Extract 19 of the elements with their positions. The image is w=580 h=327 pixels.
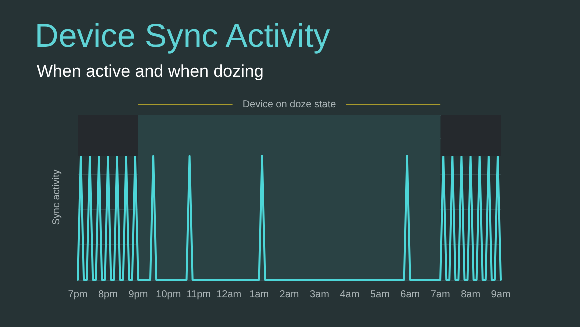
x-tick-label: 2am — [280, 290, 300, 300]
x-tick-label: 12am — [216, 290, 242, 300]
x-tick-label: 7am — [430, 290, 450, 300]
band-label: Device on doze state — [242, 100, 337, 110]
y-axis-title: Sync activity — [52, 170, 62, 226]
x-tick-label: 1am — [250, 290, 270, 300]
x-tick-label: 10pm — [156, 290, 182, 300]
x-tick-label: 8pm — [98, 290, 118, 300]
x-tick-label: 9pm — [128, 290, 148, 300]
chart-title: Device Sync Activity — [35, 17, 331, 54]
x-tick-label: 8am — [461, 290, 481, 300]
x-tick-label: 5am — [370, 290, 390, 300]
chart-subtitle: When active and when dozing — [37, 62, 264, 81]
x-tick-label: 7pm — [68, 290, 88, 300]
x-tick-label: 6am — [400, 290, 420, 300]
x-tick-label: 9am — [491, 290, 511, 300]
x-tick-label: 4am — [340, 290, 360, 300]
x-tick-label: 11pm — [186, 290, 211, 300]
x-tick-label: 3am — [310, 290, 330, 300]
